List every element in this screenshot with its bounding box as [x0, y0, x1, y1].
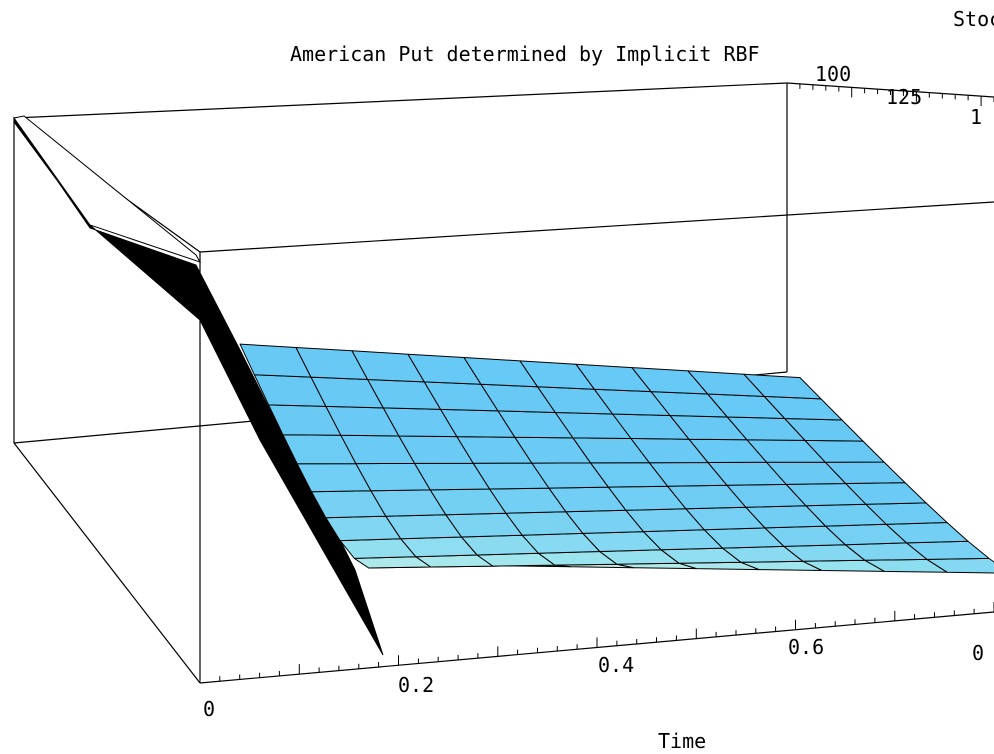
surface-mesh — [239, 343, 994, 574]
time-axis-ticks — [199, 602, 994, 683]
right-edge-label: 0 — [972, 641, 984, 665]
x-axis-label: Time — [658, 729, 706, 753]
surface-cell — [743, 373, 822, 400]
x-tick-label-3: 0.6 — [788, 635, 824, 659]
y-tick-label-0: 100 — [815, 62, 851, 86]
y-tick-label-2: 1 — [970, 105, 982, 129]
x-tick-label-2: 0.4 — [598, 653, 634, 677]
x-tick-label-1: 0.2 — [398, 673, 434, 697]
y-axis-label: Stoc — [953, 7, 994, 31]
x-tick-label-0: 0 — [203, 697, 215, 721]
chart-title: American Put determined by Implicit RBF — [290, 42, 760, 66]
surface-top-strip — [13, 115, 202, 263]
y-tick-label-1: 125 — [886, 85, 922, 109]
surface-edge-wall — [13, 116, 384, 656]
stock-axis-ticks — [786, 83, 994, 107]
